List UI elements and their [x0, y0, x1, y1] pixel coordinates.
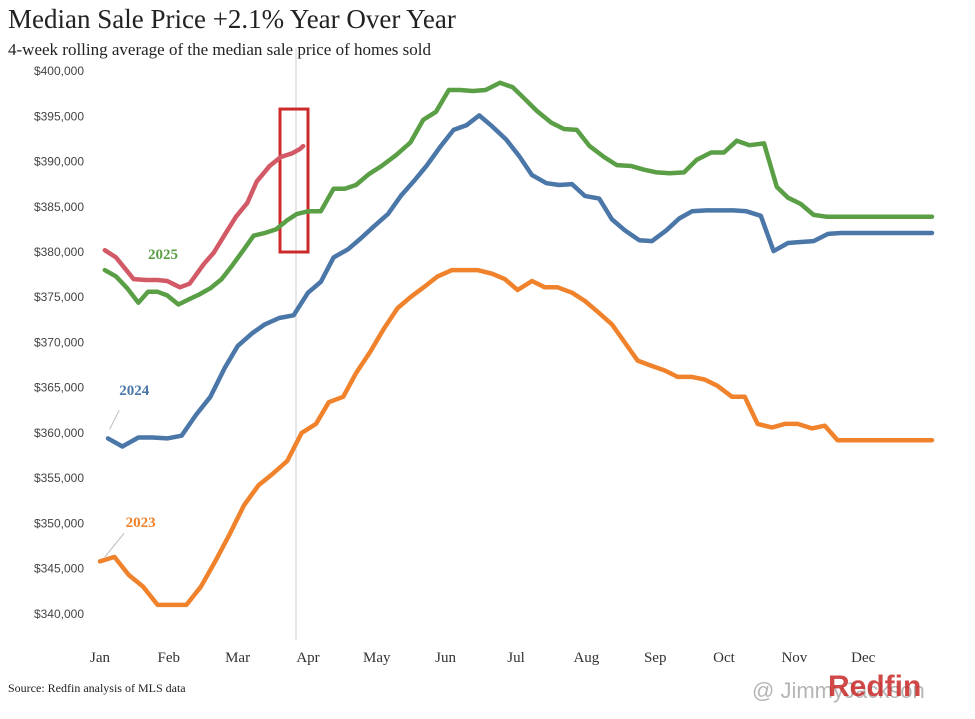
y-tick-label: $380,000 [34, 245, 84, 259]
series-layer [97, 80, 935, 608]
series-label-2024: 2024 [119, 383, 150, 399]
source-note: Source: Redfin analysis of MLS data [8, 681, 186, 695]
series-labels: 2025 2024 2023 [104, 247, 178, 558]
x-tick-label: Dec [851, 650, 875, 666]
highlight-box [278, 107, 310, 254]
y-tick-label: $400,000 [34, 64, 84, 78]
y-axis: $340,000 $345,000 $350,000 $355,000 $360,000… [34, 64, 84, 621]
x-tick-label: Jun [435, 650, 456, 666]
series-line-2024 [105, 113, 935, 449]
redfin-logo: Redfin [828, 670, 922, 703]
chart-subtitle: 4-week rolling average of the median sal… [8, 40, 431, 59]
y-tick-label: $370,000 [34, 335, 84, 349]
x-tick-label: Jan [90, 650, 110, 666]
x-tick-label: Nov [781, 650, 807, 666]
watermark: @ JimmyJackson [752, 678, 925, 703]
series-line-2023 [97, 267, 935, 608]
y-tick-label: $345,000 [34, 562, 84, 576]
label-leader-2023 [104, 533, 125, 558]
y-tick-label: $355,000 [34, 471, 84, 485]
y-tick-label: $395,000 [34, 109, 84, 123]
chart-title: Median Sale Price +2.1% Year Over Year [8, 4, 456, 34]
x-tick-label: Sep [644, 650, 667, 666]
x-tick-label: Jul [507, 650, 525, 666]
x-tick-label: Mar [225, 650, 250, 666]
x-tick-label: Oct [713, 650, 735, 666]
april-marker [278, 48, 310, 640]
y-tick-label: $360,000 [34, 426, 84, 440]
y-tick-label: $375,000 [34, 290, 84, 304]
x-tick-label: Feb [158, 650, 181, 666]
x-tick-label: Apr [296, 650, 319, 666]
series-line-2025 [102, 143, 306, 290]
series-label-2025: 2025 [148, 247, 178, 263]
series-label-2023: 2023 [126, 515, 156, 531]
series-line-2025-continued-trend- [102, 80, 935, 307]
y-tick-label: $365,000 [34, 381, 84, 395]
y-tick-label: $340,000 [34, 607, 84, 621]
x-tick-label: May [363, 650, 391, 666]
y-tick-label: $350,000 [34, 516, 84, 530]
x-tick-label: Aug [573, 650, 599, 666]
y-tick-label: $390,000 [34, 155, 84, 169]
y-tick-label: $385,000 [34, 200, 84, 214]
label-leader-2024 [109, 410, 120, 430]
x-axis: Jan Feb Mar Apr May Jun Jul Aug Sep Oct Nov Dec [90, 650, 876, 666]
